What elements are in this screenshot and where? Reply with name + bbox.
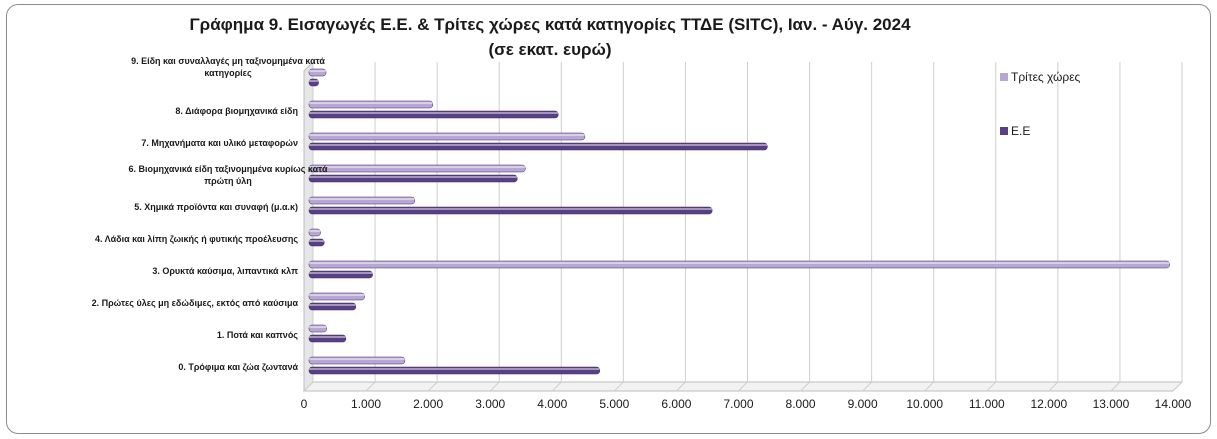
bar-highlight <box>309 336 346 338</box>
bar-highlight <box>309 368 600 370</box>
x-tick-label: 1.000 <box>351 397 381 411</box>
gridline-floor <box>489 381 500 392</box>
x-tick-label: 4.000 <box>537 397 567 411</box>
x-tick-label: 8.000 <box>786 397 816 411</box>
bar <box>308 68 327 77</box>
bar-highlight <box>309 112 559 114</box>
legend-swatch-third-countries <box>1000 73 1008 81</box>
x-tick-label: 2.000 <box>413 397 443 411</box>
bar-highlight <box>309 208 713 210</box>
bar <box>308 356 406 365</box>
bar <box>308 110 559 119</box>
bar <box>308 132 586 141</box>
gridline-floor <box>1048 381 1059 392</box>
gridline-floor <box>738 381 748 392</box>
bar <box>308 270 373 279</box>
bar <box>308 366 601 375</box>
bar-highlight <box>309 326 327 328</box>
bar-highlight <box>309 70 327 72</box>
gridline-floor <box>800 381 810 392</box>
bar <box>308 260 1170 269</box>
chart-title: Γράφημα 9. Εισαγωγές Ε.Ε. & Τρίτες χώρες… <box>189 15 911 34</box>
category-label: 5. Χημικά προϊόντα και συναφή (μ.α.κ) <box>134 202 298 212</box>
chart-frame <box>6 4 1211 434</box>
category-label: 6. Βιομηχανικά είδη ταξινομημένα κυρίως … <box>129 164 328 174</box>
gridline-floor <box>676 381 686 392</box>
bar <box>308 164 526 173</box>
gridline-floor <box>303 381 314 392</box>
chart-subtitle: (σε εκατ. ευρώ) <box>488 40 612 59</box>
bar-highlight <box>309 294 365 296</box>
gridline-floor <box>862 381 872 392</box>
legend-item-third-countries: Τρίτες χώρες <box>1000 70 1080 84</box>
bar <box>308 324 327 333</box>
bar-highlight <box>309 198 415 200</box>
x-tick-label: 13.000 <box>1093 397 1130 411</box>
bar-highlight <box>309 230 321 232</box>
x-tick-label: 7.000 <box>723 397 753 411</box>
x-tick-label: 10.000 <box>906 397 943 411</box>
bar-highlight <box>309 102 433 104</box>
x-tick-label: 5.000 <box>599 397 629 411</box>
bar-highlight <box>309 240 325 242</box>
bar <box>308 334 347 343</box>
x-tick-label: 11.000 <box>969 397 1005 411</box>
bar-highlight <box>309 304 356 306</box>
x-tick-label: 0 <box>301 397 308 411</box>
bar <box>308 292 365 301</box>
gridline-floor <box>924 381 935 392</box>
legend-label-third-countries: Τρίτες χώρες <box>1011 70 1081 84</box>
bar <box>308 100 434 109</box>
category-label: 2. Πρώτες ύλες μη εδώδιμες, εκτός από κα… <box>92 298 299 308</box>
bar <box>308 238 325 247</box>
gridline-floor <box>427 381 438 392</box>
bar-highlight <box>309 134 585 136</box>
bar <box>308 228 321 237</box>
category-label: 4. Λάδια και λίπη ζωικής ή φυτικής προέλ… <box>95 234 298 244</box>
gridline-floor <box>614 381 624 392</box>
x-tick-label: 9.000 <box>848 397 878 411</box>
legend-swatch-eu <box>1000 127 1008 135</box>
bar <box>308 206 713 215</box>
gridline-floor <box>1172 381 1183 392</box>
gridline-floor <box>365 381 376 392</box>
bar <box>308 302 357 311</box>
legend-item-eu: Ε.Ε <box>1000 124 1030 138</box>
bar-highlight <box>309 176 518 178</box>
bar <box>308 142 768 151</box>
category-label: πρώτη ύλη <box>204 176 252 186</box>
x-tick-label: 3.000 <box>475 397 505 411</box>
legend-label-eu: Ε.Ε <box>1011 124 1031 138</box>
gridline-floor <box>551 381 562 392</box>
category-label: 9. Είδη και συναλλαγές μη ταξινομημένα κ… <box>131 56 325 66</box>
bar <box>308 174 518 183</box>
gridline-floor <box>986 381 997 392</box>
bar-highlight <box>309 80 319 82</box>
bar-highlight <box>309 358 405 360</box>
bar-highlight <box>309 166 526 168</box>
x-tick-label: 6.000 <box>661 397 691 411</box>
category-label: 1. Ποτά και καπνός <box>217 330 298 340</box>
category-label: 0. Τρόφιμα και ζώα ζωντανά <box>178 362 298 372</box>
bar <box>308 196 416 205</box>
category-label: 7. Μηχανήματα και υλικό μεταφορών <box>141 138 298 148</box>
category-label: 3. Ορυκτά καύσιμα, λιπαντικά κλπ <box>152 266 298 276</box>
bar-highlight <box>309 144 768 146</box>
gridline-floor <box>1110 381 1121 392</box>
category-label: κατηγορίες <box>204 68 252 78</box>
x-tick-label: 12.000 <box>1031 397 1068 411</box>
x-tick-label: 14.000 <box>1155 397 1192 411</box>
category-label: 8. Διάφορα βιομηχανικά είδη <box>175 106 298 116</box>
bar-highlight <box>309 272 373 274</box>
bar-highlight <box>309 262 1170 264</box>
bar <box>308 78 319 87</box>
